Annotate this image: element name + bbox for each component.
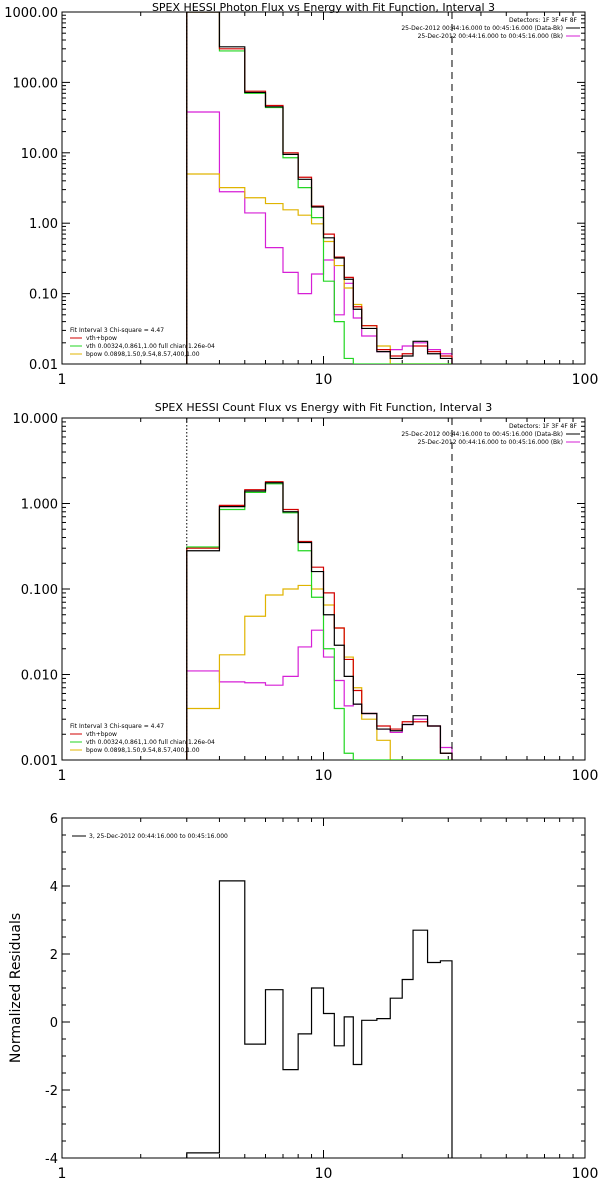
legend-top-right-text: 25-Dec-2012 00:44:16.000 to 00:45:16.000…: [418, 439, 563, 446]
y-tick-label: 2: [50, 948, 58, 963]
series-residual-line: [186, 880, 453, 1158]
chart-panel-3: 1 10 100 -4 -2 0 2 4 6 Normalized Residuals 3, 25-…: [8, 812, 598, 1182]
chart-panel-2: SPEX HESSI Count Flux vs Energy with Fit…: [13, 401, 599, 784]
legend-bottom-left-text: bpow 0.0898,1.50,9.54,8.57,400,1.00: [86, 351, 200, 358]
legend-top-right-text: Detectors: 1F 3F 4F 8F: [509, 17, 578, 24]
y-tick-label: 10.00: [21, 147, 58, 162]
series-group: [186, 880, 453, 1158]
y-tick-label: 1.00: [29, 217, 58, 232]
x-tick-label: 100: [572, 1166, 599, 1182]
series-vth-bpow-line: [186, 481, 453, 760]
x-tick-label: 10: [315, 372, 333, 388]
y-tick-label: 0: [50, 1016, 58, 1031]
chart-title: SPEX HESSI Count Flux vs Energy with Fit…: [155, 401, 492, 414]
y-tick-label: -2: [45, 1084, 58, 1099]
legend-bottom-left-text: vth 0.00324,0.861,1.00 full chian 1.26e-…: [86, 739, 215, 746]
legend-top-right-text: 25-Dec-2012 00:44:16.000 to 00:45:16.000…: [418, 33, 563, 40]
chart-title: SPEX HESSI Photon Flux vs Energy with Fi…: [152, 1, 495, 14]
series-bpow-line: [186, 584, 452, 760]
x-tick-label: 10: [315, 768, 333, 784]
legend-top-right-text: 25-Dec-2012 00:44:16.000 to 00:45:16.000…: [401, 25, 563, 32]
y-tick-label: 1000.00: [4, 6, 58, 21]
legend-bottom-left-text: vth+bpow: [86, 335, 117, 342]
plot-frame: [61, 11, 586, 365]
y-axis-label: Normalized Residuals: [8, 913, 24, 1063]
series-group: [186, 12, 453, 364]
series-group: [186, 481, 453, 760]
y-tick-label: 6: [50, 812, 58, 827]
legend-bottom-left-text: bpow 0.0898,1.50,9.54,8.57,400,1.00: [86, 747, 200, 754]
y-tick-label: 0.010: [21, 669, 58, 684]
legend-bottom-left-text: vth+bpow: [86, 731, 117, 738]
x-tick-label: 100: [572, 768, 599, 784]
legend-top-right-text: 25-Dec-2012 00:44:16.000 to 00:45:16.000…: [401, 431, 563, 438]
series-vth-line: [186, 483, 452, 760]
x-tick-label: 100: [572, 372, 599, 388]
y-tick-label: 0.01: [29, 358, 58, 373]
x-tick-label: 1: [58, 768, 67, 784]
y-tick-label: 1.000: [21, 498, 58, 513]
legend-bottom-left-text: Fit Interval 3 Chi-square = 4.47: [70, 327, 164, 334]
y-tick-label: 0.001: [21, 754, 58, 769]
series-bk-line: [186, 111, 453, 364]
y-tick-label: 4: [50, 880, 58, 895]
legend-top-right-text: Detectors: 1F 3F 4F 8F: [509, 423, 578, 430]
x-tick-label: 10: [315, 1166, 333, 1182]
y-tick-label: 0.100: [21, 583, 58, 598]
y-tick-label: -4: [45, 1152, 58, 1167]
x-tick-label: 1: [58, 1166, 67, 1182]
legend-bottom-left-text: vth 0.00324,0.861,1.00 full chian 1.26e-…: [86, 343, 215, 350]
y-tick-label: 10.000: [13, 412, 59, 427]
series-data-bk-line: [186, 482, 453, 760]
series-data-bk-line: [186, 12, 453, 364]
legend-bottom-left-text: Fit Interval 3 Chi-square = 4.47: [70, 723, 164, 730]
series-bk-line: [186, 629, 453, 760]
legend-top-left-text: 3, 25-Dec-2012 00:44:16.000 to 00:45:16.…: [89, 833, 228, 840]
x-tick-label: 1: [58, 372, 67, 388]
y-tick-label: 100.00: [13, 76, 59, 91]
y-tick-label: 0.10: [29, 288, 58, 303]
series-bpow-line: [186, 173, 452, 364]
chart-panel-1: SPEX HESSI Photon Flux vs Energy with Fi…: [4, 1, 598, 388]
